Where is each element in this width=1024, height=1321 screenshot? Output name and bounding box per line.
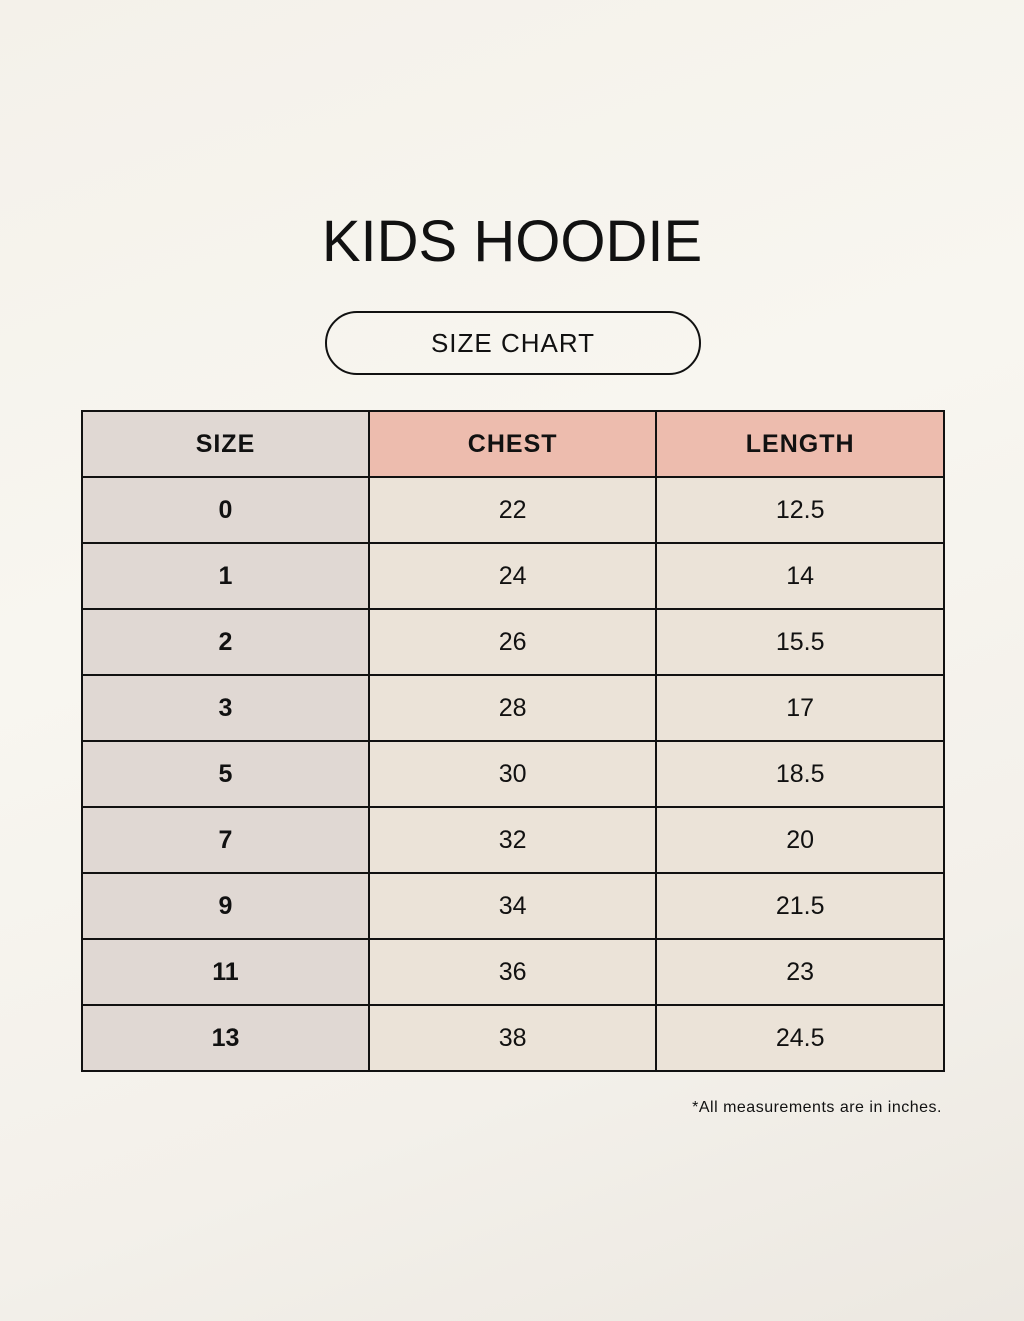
- table-row: 5 30 18.5: [81, 740, 945, 808]
- measurement-note: *All measurements are in inches.: [692, 1099, 942, 1116]
- cell-size: 9: [81, 872, 370, 940]
- size-chart-label: SIZE CHART: [325, 311, 701, 375]
- cell-chest: 26: [367, 608, 658, 676]
- cell-size: 1: [81, 542, 370, 610]
- cell-chest: 36: [367, 938, 658, 1006]
- table-row: 2 26 15.5: [81, 608, 945, 676]
- cell-size: 2: [81, 608, 370, 676]
- table-row: 7 32 20: [81, 806, 945, 874]
- header-chest: CHEST: [367, 410, 658, 478]
- size-chart-text: SIZE CHART: [430, 327, 596, 358]
- cell-size: 7: [81, 806, 370, 874]
- cell-size: 0: [81, 476, 370, 544]
- cell-length: 12.5: [655, 476, 945, 544]
- table-header-row: SIZE CHEST LENGTH: [81, 410, 945, 478]
- table-row: 0 22 12.5: [81, 476, 945, 544]
- cell-size: 5: [81, 740, 370, 808]
- cell-size: 3: [81, 674, 370, 742]
- page-title: KIDS HOODIE: [321, 209, 703, 274]
- cell-length: 15.5: [655, 608, 945, 676]
- cell-size: 13: [81, 1004, 370, 1072]
- cell-length: 21.5: [655, 872, 945, 940]
- table-row: 3 28 17: [81, 674, 945, 742]
- cell-chest: 38: [367, 1004, 658, 1072]
- cell-length: 18.5: [655, 740, 945, 808]
- cell-chest: 28: [367, 674, 658, 742]
- cell-chest: 30: [367, 740, 658, 808]
- cell-chest: 24: [367, 542, 658, 610]
- table-row: 11 36 23: [81, 938, 945, 1006]
- cell-length: 14: [655, 542, 945, 610]
- cell-length: 24.5: [655, 1004, 945, 1072]
- table-row: 9 34 21.5: [81, 872, 945, 940]
- table-row: 1 24 14: [81, 542, 945, 610]
- cell-length: 20: [655, 806, 945, 874]
- cell-chest: 32: [367, 806, 658, 874]
- header-size: SIZE: [81, 410, 370, 478]
- cell-chest: 34: [367, 872, 658, 940]
- cell-length: 17: [655, 674, 945, 742]
- cell-size: 11: [81, 938, 370, 1006]
- table-row: 13 38 24.5: [81, 1004, 945, 1072]
- cell-length: 23: [655, 938, 945, 1006]
- header-length: LENGTH: [655, 410, 945, 478]
- size-table: SIZE CHEST LENGTH 0 22 12.5 1 24 14 2 26 15.5 3 28…: [81, 410, 945, 1072]
- cell-chest: 22: [367, 476, 658, 544]
